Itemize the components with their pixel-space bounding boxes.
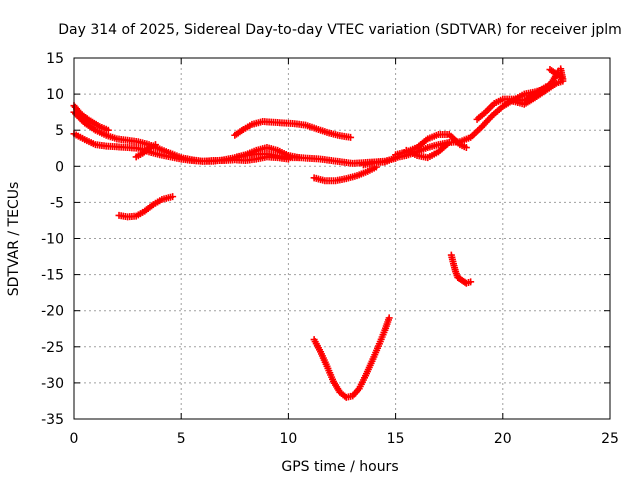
y-tick-label: -30 xyxy=(41,376,64,392)
series-s15 xyxy=(546,65,567,83)
y-axis-label: SDTVAR / TECUs xyxy=(6,182,22,297)
y-tick-label: -10 xyxy=(41,232,64,248)
chart-title: Day 314 of 2025, Sidereal Day-to-day VTE… xyxy=(58,22,622,38)
series-s16 xyxy=(447,251,475,287)
y-tick-label: 15 xyxy=(46,51,64,67)
x-tick-label: 5 xyxy=(177,431,186,447)
y-tick-label: 5 xyxy=(55,123,64,139)
series-s10 xyxy=(359,67,563,169)
x-tick-label: 10 xyxy=(279,431,297,447)
data-point xyxy=(445,138,453,146)
data-point xyxy=(557,65,565,73)
x-tick-label: 20 xyxy=(494,431,512,447)
series-s4 xyxy=(132,141,159,161)
y-tick-label: -5 xyxy=(50,195,64,211)
series-s5 xyxy=(115,193,177,221)
y-tick-label: -20 xyxy=(41,304,64,320)
series-s11 xyxy=(392,131,470,159)
data-point xyxy=(347,133,355,141)
series-s14 xyxy=(510,77,567,108)
data-point xyxy=(295,154,303,162)
grid-lines xyxy=(74,58,610,419)
data-point xyxy=(467,278,475,286)
series-s6 xyxy=(231,118,355,141)
y-tick-label: -25 xyxy=(41,340,64,356)
series-s9 xyxy=(310,314,393,401)
x-axis-label: GPS time / hours xyxy=(281,459,398,475)
data-point xyxy=(385,314,393,322)
x-tick-label: 25 xyxy=(601,431,619,447)
plot-frame xyxy=(73,57,611,420)
data-point xyxy=(462,144,470,152)
series-s3 xyxy=(70,102,112,134)
data-point xyxy=(151,141,159,149)
y-tick-label: -35 xyxy=(41,412,64,428)
y-tick-label: -15 xyxy=(41,268,64,284)
series-s12 xyxy=(402,138,453,162)
data-point xyxy=(169,193,177,201)
x-tick-label: 0 xyxy=(70,431,79,447)
data-point xyxy=(104,126,112,134)
y-tick-label: 10 xyxy=(46,87,64,103)
y-tick-label: 0 xyxy=(55,159,64,175)
data-points xyxy=(70,65,567,401)
axis-ticks: 0 5 10 15 20 25 15 10 5 0 -5 -10 -15 -20 -25 -30 -35 xyxy=(41,51,619,447)
x-tick-label: 15 xyxy=(387,431,405,447)
series-s8 xyxy=(310,163,380,185)
series-s7 xyxy=(233,144,303,162)
